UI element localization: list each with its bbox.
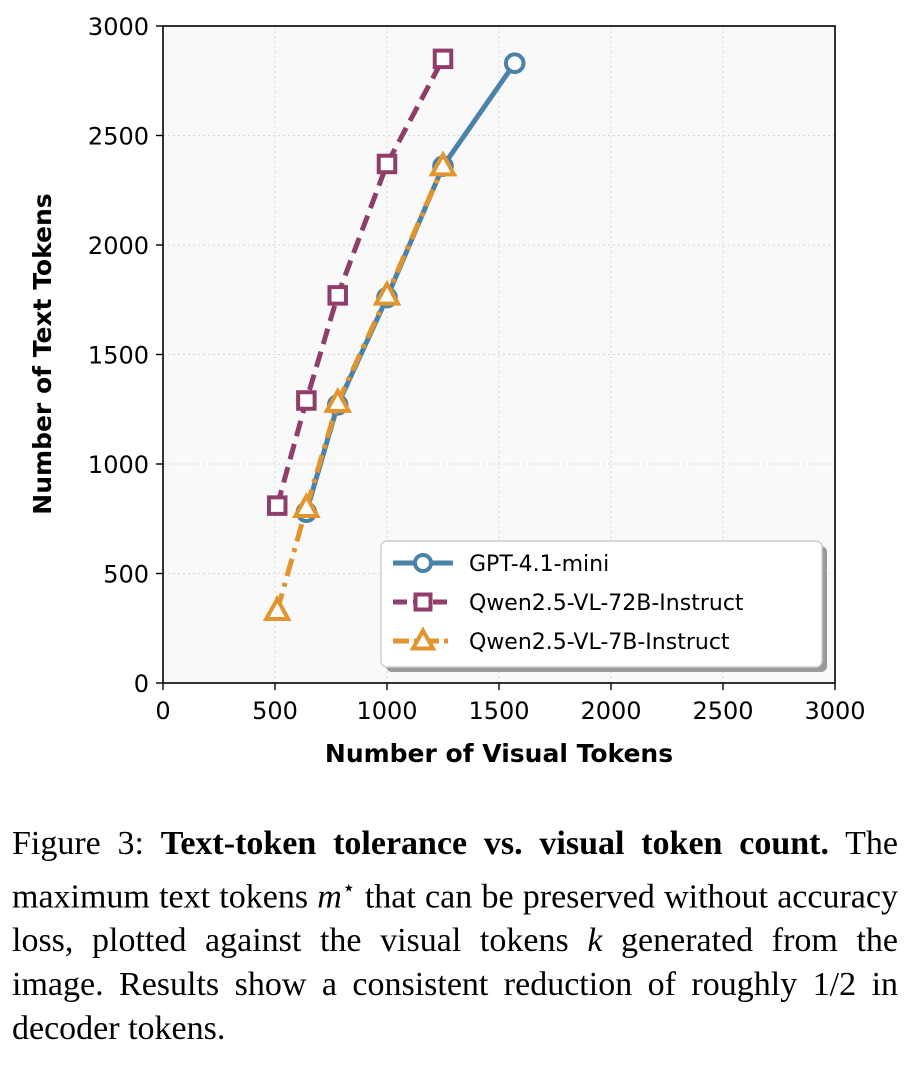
x-tick-label: 2000 xyxy=(580,697,641,725)
legend-label: Qwen2.5-VL-7B-Instruct xyxy=(469,630,730,655)
series-3-point xyxy=(323,387,353,413)
series-2-point xyxy=(327,285,348,306)
caption-label: Figure 3: xyxy=(12,825,144,862)
caption-body-4: in decoder tokens. xyxy=(12,966,899,1048)
x-tick-label: 1000 xyxy=(356,697,417,725)
legend-item-2: Qwen2.5-VL-72B-Instruct xyxy=(393,591,744,616)
legend-swatch-marker xyxy=(409,626,437,651)
y-tick-label: 500 xyxy=(103,561,149,589)
caption-math-frac: 1/2 xyxy=(812,966,857,1004)
y-tick-label: 0 xyxy=(134,670,149,698)
y-axis-label: Number of Text Tokens xyxy=(28,193,57,514)
x-axis-label: Number of Visual Tokens xyxy=(325,739,673,768)
legend-label: Qwen2.5-VL-72B-Instruct xyxy=(469,591,744,616)
series-layer xyxy=(262,48,526,621)
legend-item-3: Qwen2.5-VL-7B-Instruct xyxy=(393,626,730,655)
series-2-point xyxy=(266,495,288,516)
y-tick-label: 1500 xyxy=(88,342,149,370)
caption-body-1: The maximum text tokens xyxy=(12,825,899,916)
x-tick-label: 2500 xyxy=(692,697,753,725)
y-tick-label: 1000 xyxy=(88,451,149,479)
legend: GPT-4.1-mini Qwen2.5-VL-72B-Instruct Qwen2… xyxy=(380,540,827,672)
series-3-point xyxy=(372,279,402,306)
chart: 0 500 1000 1500 2000 2500 3000 0 500 1000 1500 2000… xyxy=(28,13,866,768)
figure-caption: Figure 3: Text-token tolerance vs. visua… xyxy=(12,822,898,1051)
series-2-point xyxy=(376,153,398,175)
series-3-point xyxy=(291,492,321,519)
legend-swatch-marker xyxy=(413,553,433,573)
caption-body-3: generated from the image. Results show a… xyxy=(12,922,899,1004)
y-tick-label: 3000 xyxy=(88,13,149,41)
legend-item-1: GPT-4.1-mini xyxy=(393,552,609,577)
legend-box xyxy=(380,540,823,668)
caption-math-k: k xyxy=(587,922,603,960)
series-2-point xyxy=(432,48,454,70)
x-tick-label: 3000 xyxy=(804,697,865,725)
caption-math-star: ⋆ xyxy=(341,875,356,900)
series-2 xyxy=(266,48,454,516)
y-tick-label: 2500 xyxy=(88,123,149,151)
series-3-point xyxy=(428,150,458,177)
legend-swatch-marker xyxy=(413,592,433,612)
caption-title: Text-token tolerance vs. visual token co… xyxy=(160,825,829,862)
caption-math-m: m xyxy=(317,878,342,916)
x-tick-label: 500 xyxy=(252,697,298,725)
series-3-point xyxy=(262,595,292,621)
ticks: 0 500 1000 1500 2000 2500 3000 0 500 1000 1500 2000… xyxy=(88,13,866,725)
series-3 xyxy=(262,150,458,621)
x-tick-label: 0 xyxy=(155,697,170,725)
caption-body-2: that can be preserved without accuracy l… xyxy=(12,878,898,960)
legend-label: GPT-4.1-mini xyxy=(469,552,609,577)
x-tick-label: 1500 xyxy=(468,697,529,725)
y-tick-label: 2000 xyxy=(88,232,149,260)
series-1-point xyxy=(503,52,526,75)
series-2-point xyxy=(296,390,317,411)
